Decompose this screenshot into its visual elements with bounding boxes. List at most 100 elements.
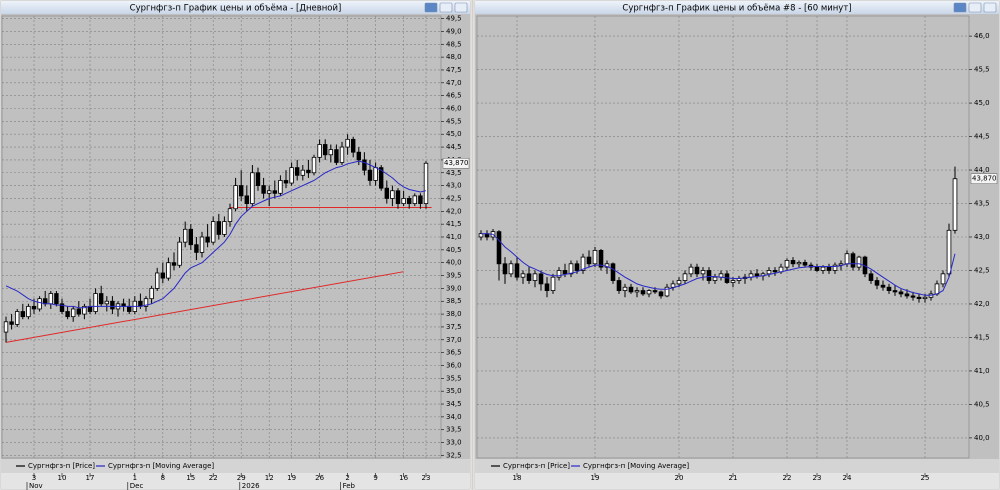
candle-body	[412, 195, 417, 204]
y-tick-label: 45,0	[974, 99, 990, 107]
y-tick-label: 42,5	[974, 266, 990, 274]
y-tick-label: 48,0	[446, 53, 462, 61]
y-tick-label: 41,5	[974, 333, 990, 341]
candle-body	[418, 195, 423, 204]
x-tick-label: 16	[399, 474, 408, 482]
y-tick-label: 34,0	[446, 413, 462, 421]
candle-body	[904, 293, 910, 297]
candle-body	[532, 273, 538, 281]
legend-label: Сургнфгз-п [Price]	[503, 462, 570, 470]
y-tick-label: 37,5	[446, 323, 462, 331]
candle-body	[317, 144, 322, 158]
window-button[interactable]	[953, 2, 967, 13]
y-tick-label: 36,5	[446, 349, 462, 357]
candle-body	[820, 266, 826, 271]
x-tick-label: 1	[133, 474, 137, 482]
title-bar	[475, 1, 999, 14]
window-button[interactable]	[454, 2, 468, 13]
candle-body	[658, 291, 664, 297]
last-price-label: 43,870	[972, 175, 997, 183]
candle-body	[54, 293, 59, 305]
candle-body	[682, 273, 688, 281]
candle-body	[598, 249, 604, 268]
candle-body	[712, 276, 718, 281]
x-tick-label: 8	[161, 474, 165, 482]
candle-body	[850, 253, 856, 268]
candle-body	[922, 296, 928, 300]
candle-body	[373, 167, 378, 181]
last-price-box	[442, 157, 470, 169]
candle-body	[406, 198, 412, 204]
candle-body	[289, 167, 294, 184]
candle-body	[37, 298, 42, 310]
candle-body	[802, 262, 808, 266]
candle-body	[550, 276, 556, 291]
candle-body	[205, 236, 210, 243]
candle-body	[664, 286, 670, 297]
title-bar	[1, 1, 470, 14]
candle-body	[93, 293, 98, 312]
candle-body	[199, 236, 205, 253]
window-button[interactable]	[968, 2, 982, 13]
candle-body	[306, 169, 311, 174]
candle-body	[946, 229, 952, 275]
month-label: Dec	[130, 482, 144, 490]
window-title: Сургнфгз-п График цены и объёма - [Дневн…	[130, 4, 342, 14]
x-tick-label: 29	[237, 474, 246, 482]
candle-body	[940, 273, 946, 285]
y-tick-label: 44,5	[446, 143, 462, 151]
candle-body	[9, 321, 14, 325]
x-tick-label: 25	[921, 474, 930, 482]
x-tick-label: 17	[86, 474, 95, 482]
y-tick-label: 37,0	[446, 336, 462, 344]
candle-body	[104, 300, 109, 305]
candle-body	[278, 180, 283, 194]
candle-body	[772, 270, 778, 273]
y-tick-label: 43,0	[446, 182, 462, 190]
candle-body	[14, 311, 20, 325]
candle-body	[65, 311, 70, 318]
candle-body	[754, 273, 760, 277]
candle-body	[76, 308, 81, 315]
y-tick-label: 34,5	[446, 400, 462, 408]
y-tick-label: 43,0	[974, 233, 990, 241]
candle-body	[814, 266, 820, 271]
candle-body	[20, 311, 25, 318]
candle-body	[790, 260, 796, 265]
window-button[interactable]	[424, 2, 438, 13]
window-button[interactable]	[983, 2, 997, 13]
candle-body	[520, 273, 526, 278]
candle-body	[562, 270, 568, 275]
y-tick-label: 33,5	[446, 426, 462, 434]
x-axis-strip	[475, 473, 999, 489]
candle-body	[294, 167, 300, 176]
candle-body	[538, 273, 544, 285]
y-tick-label: 33,0	[446, 439, 462, 447]
candle-body	[496, 231, 502, 265]
candle-body	[222, 221, 227, 235]
candle-body	[110, 300, 115, 310]
candle-body	[880, 284, 886, 288]
candle-body	[706, 270, 712, 281]
candle-body	[378, 167, 384, 189]
candle-body	[328, 149, 333, 156]
candle-body	[616, 280, 622, 291]
candle-body	[568, 263, 574, 275]
candle-body	[838, 263, 844, 266]
candle-body	[844, 253, 850, 265]
candle-body	[640, 290, 646, 295]
candle-body	[652, 290, 658, 293]
window-button[interactable]	[439, 2, 453, 13]
candle-body	[31, 305, 37, 310]
candle-body	[826, 266, 832, 271]
trendline	[5, 271, 404, 343]
legend-label: Сургнфгз-п [Price]	[28, 462, 95, 470]
candle-body	[154, 272, 160, 289]
candle-body	[766, 270, 772, 275]
y-tick-label: 46,0	[974, 32, 990, 40]
candle-body	[311, 156, 317, 174]
candle-body	[194, 244, 199, 253]
x-tick-label: 2	[345, 474, 349, 482]
